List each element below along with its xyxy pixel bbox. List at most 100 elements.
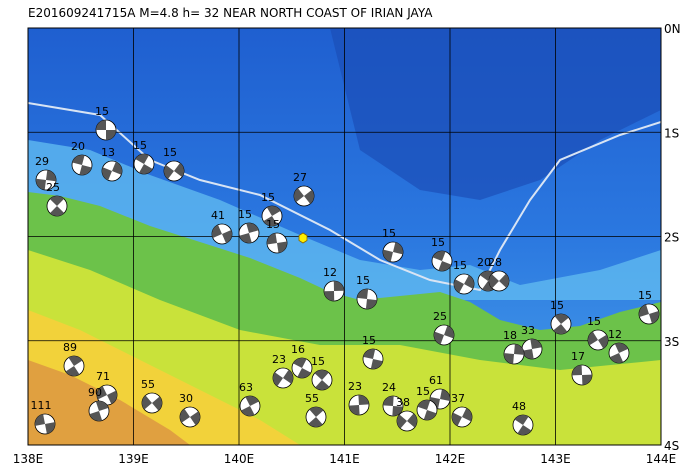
plate-boundary (28, 102, 661, 292)
beachball (88, 400, 110, 422)
depth-label: 23 (348, 380, 362, 393)
ball-quadrant (430, 397, 440, 409)
ball-quadrant (45, 422, 55, 434)
beachball (550, 313, 572, 335)
depth-label: 48 (512, 400, 526, 413)
ball-quadrant (514, 344, 525, 355)
beachball (512, 414, 534, 436)
ball-quadrant (297, 368, 311, 378)
ball-quadrant (433, 331, 444, 345)
depth-label: 15 (362, 334, 376, 347)
ball-quadrant (392, 406, 403, 416)
ball-quadrant (363, 349, 376, 359)
ball-quadrant (393, 242, 403, 255)
depth-label: 15 (311, 355, 325, 368)
ball-quadrant (639, 304, 649, 317)
ball-quadrant (211, 224, 222, 238)
ball-quadrant (72, 155, 85, 165)
ball-quadrant (135, 154, 149, 164)
beachball (356, 288, 378, 310)
depth-label: 63 (239, 381, 253, 394)
beachball (211, 223, 233, 245)
ball-quadrant (180, 408, 190, 423)
depth-label: 20 (71, 140, 85, 153)
ball-quadrant (50, 206, 65, 217)
ball-quadrant (97, 385, 107, 400)
depth-label: 23 (272, 353, 286, 366)
ball-quadrant (444, 325, 455, 339)
ball-quadrant (462, 408, 472, 422)
beachball (291, 357, 313, 379)
ball-quadrant (383, 396, 394, 406)
ball-quadrant (383, 249, 393, 262)
beachball (431, 250, 453, 272)
ball-quadrant (89, 411, 103, 421)
beachball (382, 395, 404, 417)
ball-quadrant (514, 415, 529, 425)
ball-quadrant (453, 279, 464, 293)
depth-label: 111 (31, 399, 52, 412)
beachball (46, 195, 68, 217)
beachball (382, 241, 404, 263)
beachball (638, 303, 660, 325)
ball-quadrant (96, 120, 106, 130)
beachball (488, 270, 510, 292)
ball-quadrant (241, 406, 255, 416)
lon-label: 144E (646, 452, 677, 466)
ball-quadrant (489, 274, 499, 289)
ball-quadrant (142, 395, 152, 410)
beachball (63, 355, 85, 377)
depth-label: 12 (323, 266, 337, 279)
ball-quadrant (34, 414, 45, 426)
ball-quadrant (452, 412, 462, 426)
ball-quadrant (112, 161, 123, 175)
ball-quadrant (293, 358, 307, 368)
ball-quadrant (504, 353, 514, 364)
ball-quadrant (649, 311, 659, 324)
depth-label: 15 (163, 146, 177, 159)
lon-label: 142E (435, 452, 466, 466)
ball-quadrant (417, 400, 431, 410)
depth-label: 20 (477, 256, 491, 269)
ball-quadrant (438, 261, 452, 271)
beachball (571, 364, 593, 386)
ball-quadrant (598, 334, 608, 349)
beachball (266, 232, 288, 254)
depth-label: 28 (488, 256, 502, 269)
ball-quadrant (308, 417, 323, 427)
ball-quadrant (36, 178, 46, 190)
beachball (323, 280, 345, 302)
depth-label: 15 (431, 236, 445, 249)
ball-quadrant (358, 395, 369, 405)
depth-label: 24 (382, 381, 396, 394)
beachball (293, 185, 315, 207)
ball-quadrant (174, 163, 185, 178)
ball-quadrant (273, 372, 283, 387)
ball-quadrant (582, 374, 592, 385)
beachball (608, 342, 630, 364)
beachball (35, 169, 57, 191)
depth-label: 16 (291, 343, 305, 356)
depth-label: 55 (141, 378, 155, 391)
depth-label: 27 (293, 171, 307, 184)
ball-quadrant (324, 291, 335, 301)
depth-label: 15 (638, 289, 652, 302)
beachball (96, 384, 118, 406)
depth-label: 17 (571, 350, 585, 363)
beachball (34, 413, 56, 435)
depth-label: 29 (35, 155, 49, 168)
ball-quadrant (263, 216, 278, 226)
beachball (396, 410, 418, 432)
depth-label: 37 (451, 392, 465, 405)
axes: 138E 139E 140E 141E 142E 143E 144E 0N 1S 2S 3S 4S (13, 22, 681, 466)
ball-quadrant (222, 230, 232, 244)
lon-label: 141E (329, 452, 360, 466)
depth-label: 13 (101, 146, 115, 159)
ball-quadrant (614, 342, 629, 353)
ball-quadrant (163, 164, 174, 179)
lat-label: 4S (664, 439, 679, 453)
ball-quadrant (106, 130, 116, 140)
beachball (163, 160, 185, 182)
beachball (587, 329, 609, 351)
